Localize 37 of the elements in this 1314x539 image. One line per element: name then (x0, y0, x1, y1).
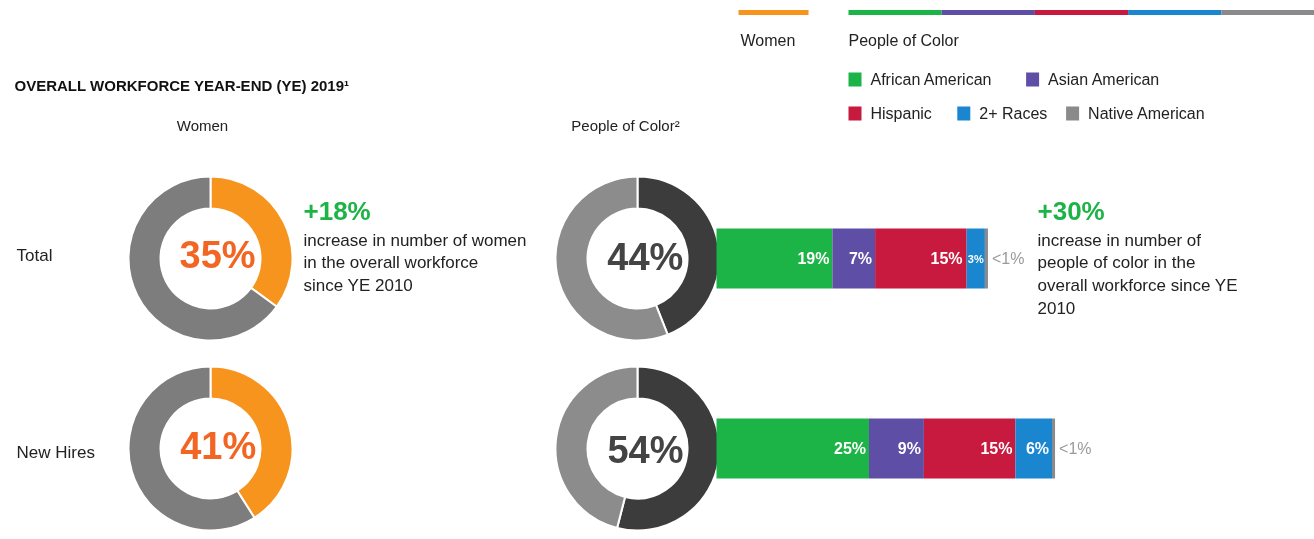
data-label: 6% (1025, 440, 1049, 457)
data-label: 19% (797, 250, 830, 267)
annotation: +30% (1037, 195, 1105, 226)
legend-label: Hispanic (870, 105, 932, 122)
data-label: 15% (930, 250, 963, 267)
data-label: 54% (607, 428, 684, 471)
text: New Hires (16, 443, 95, 462)
text: Total (16, 246, 53, 265)
bar (875, 228, 967, 289)
legend-label: African American (870, 71, 992, 88)
bar (832, 228, 876, 289)
legend-title: People of Color (848, 32, 960, 49)
annotation: increase in number of people of color in the overall workforce since YE 2010 (1037, 230, 1238, 318)
bar (923, 418, 1016, 479)
data-label: 9% (897, 440, 921, 457)
legend-label: 2+ Races (979, 105, 1048, 122)
bar (1015, 418, 1052, 479)
chart-title: OVERALL WORKFORCE YEAR-END (YE) 2019¹ (14, 77, 349, 94)
data-label: 35% (179, 233, 256, 276)
data-label: 3% (967, 252, 984, 265)
legend-label: Native American (1088, 105, 1205, 122)
bar (1052, 418, 1056, 479)
text: increase in number of women in the overall workforce since YE 2010 (303, 230, 527, 296)
chart-subtitle: People of Color² (571, 117, 680, 134)
text: Women (740, 32, 796, 49)
data-label: 15% (980, 440, 1013, 457)
data-label: <1% (991, 250, 1025, 267)
data-label: 7% (848, 250, 873, 267)
data-label: 44% (607, 236, 684, 278)
legend-label: Asian American (1048, 71, 1160, 88)
text: +18% (303, 195, 371, 226)
data-label: 41% (180, 425, 257, 468)
data-label: <1% (1059, 440, 1092, 457)
bar (869, 418, 924, 479)
data-label: 25% (833, 440, 867, 457)
chart-subtitle: Women (176, 117, 229, 134)
bar (984, 228, 988, 289)
